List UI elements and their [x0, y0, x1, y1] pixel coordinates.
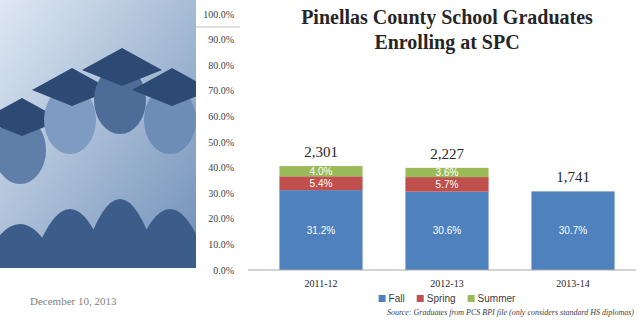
bar-segment — [405, 192, 488, 270]
photo — [0, 0, 196, 268]
bar-segment — [405, 177, 488, 192]
chart: 0.0% 10.0% 20.0% 30.0% 40.0% 50.0% 60.0% 70.0% 8… — [0, 0, 640, 323]
legend: Fall Spring Summer — [379, 293, 516, 304]
date: December 10, 2013 — [30, 295, 117, 307]
data-label: 4.0% — [310, 166, 333, 177]
bar-segment — [279, 166, 362, 176]
y-tick-label: 30.0% — [208, 188, 234, 199]
x-tick-label: 2011-12 — [305, 278, 338, 289]
bar-segment — [279, 176, 362, 190]
y-tick-label: 90.0% — [208, 34, 234, 45]
legend-swatch — [379, 295, 386, 302]
y-tick-label: 50.0% — [208, 137, 234, 148]
y-tick-label: 0.0% — [213, 265, 234, 276]
legend-label: Fall — [389, 293, 405, 304]
y-tick-label: 10.0% — [208, 239, 234, 250]
data-label: 3.6% — [436, 167, 459, 178]
total-label: 2,227 — [430, 146, 464, 162]
data-label: 5.4% — [310, 178, 333, 189]
decor-line — [196, 27, 240, 28]
legend-swatch — [468, 295, 475, 302]
y-tick-label: 100.0% — [203, 9, 234, 20]
y-tick-label: 20.0% — [208, 213, 234, 224]
source-note: Source: Graduates from PCS BPI file (onl… — [387, 308, 634, 317]
x-axis-line — [248, 270, 636, 271]
y-tick-label: 80.0% — [208, 60, 234, 71]
y-tick-label: 60.0% — [208, 111, 234, 122]
legend-swatch — [417, 295, 424, 302]
data-label: 30.6% — [433, 225, 461, 236]
bar-segment — [531, 191, 614, 270]
title: Pinellas County School GraduatesEnrollin… — [301, 6, 593, 54]
labels: 31.2% 5.4%4.0% 30.6% 5.7%3.6% 30.7% 2,301 2,22… — [304, 144, 590, 236]
title-line: Pinellas County School Graduates — [301, 6, 593, 29]
data-label: 5.7% — [436, 179, 459, 190]
photo-cap — [132, 68, 196, 106]
legend-label: Summer — [478, 293, 516, 304]
bars — [279, 166, 614, 270]
y-tick-label: 70.0% — [208, 85, 234, 96]
legend-label: Spring — [427, 293, 456, 304]
x-tick-label: 2012-13 — [430, 278, 463, 289]
bar-segment — [405, 168, 488, 177]
bar-segment — [279, 190, 362, 270]
total-label: 1,741 — [556, 169, 590, 185]
y-tick-label: 40.0% — [208, 162, 234, 173]
title-line: Enrolling at SPC — [374, 31, 519, 54]
x-tick-label: 2013-14 — [556, 278, 589, 289]
photo-gown — [130, 209, 196, 268]
data-label: 30.7% — [559, 225, 587, 236]
data-label: 31.2% — [307, 225, 335, 236]
total-label: 2,301 — [304, 144, 338, 160]
